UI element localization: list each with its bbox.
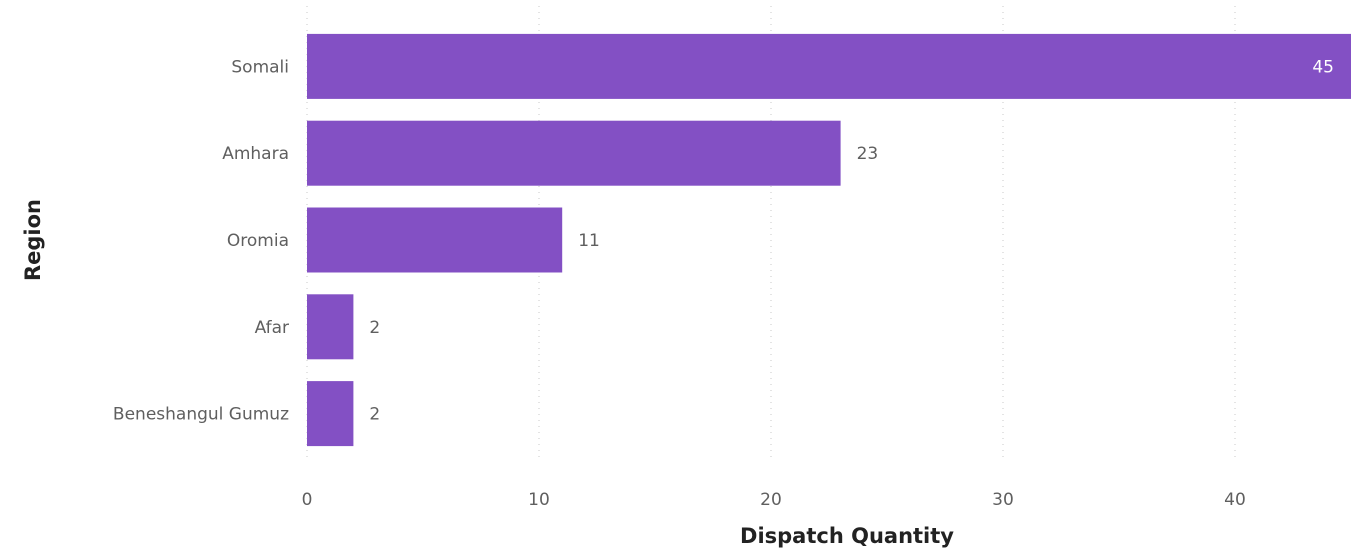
bar-amhara [307, 120, 841, 186]
bar-afar [307, 294, 354, 360]
bars [307, 33, 1351, 447]
x-tick-label-40: 40 [1224, 490, 1246, 510]
x-axis-title: Dispatch Quantity [740, 524, 954, 548]
x-tick-labels: 0 10 20 30 40 [302, 490, 1246, 510]
category-labels: Somali Amhara Oromia Afar Beneshangul Gumuz [113, 57, 289, 424]
data-label-somali: 45 [1312, 57, 1334, 77]
data-labels: 45 23 11 2 2 [369, 57, 1334, 424]
bar-oromia [307, 207, 563, 273]
data-label-beneshangul-gumuz: 2 [369, 405, 380, 425]
y-axis-title: Region [21, 199, 45, 281]
data-label-oromia: 11 [578, 231, 600, 251]
bar-beneshangul-gumuz [307, 381, 354, 447]
category-label-oromia: Oromia [227, 231, 289, 251]
category-label-somali: Somali [231, 57, 289, 77]
category-label-afar: Afar [255, 318, 289, 338]
bar-somali [307, 33, 1351, 99]
x-tick-label-0: 0 [302, 490, 313, 510]
data-label-amhara: 23 [857, 144, 879, 164]
x-tick-label-30: 30 [992, 490, 1014, 510]
x-tick-label-20: 20 [760, 490, 782, 510]
category-label-amhara: Amhara [222, 144, 289, 164]
x-tick-label-10: 10 [528, 490, 550, 510]
category-label-beneshangul-gumuz: Beneshangul Gumuz [113, 405, 289, 425]
data-label-afar: 2 [369, 318, 380, 338]
